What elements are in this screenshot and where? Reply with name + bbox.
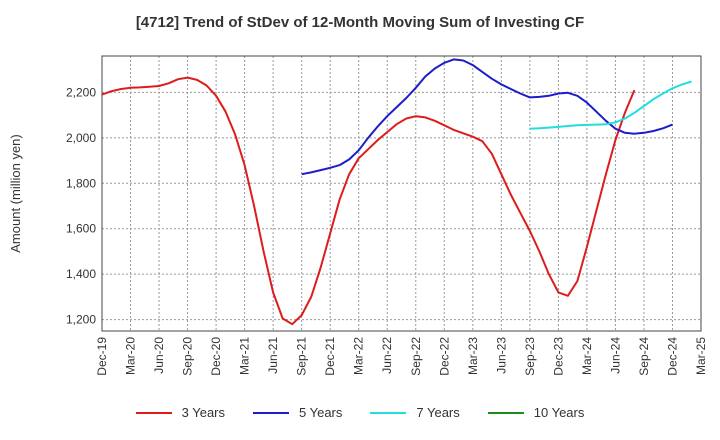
tick-labels: 1,200 1,400 1,600 1,800 2,000 2,200 Dec-19 Mar-…	[8, 85, 708, 375]
legend-swatch	[487, 411, 524, 414]
x-tick-label: Mar-22	[352, 337, 366, 375]
chart-title: [4712] Trend of StDev of 12-Month Moving…	[135, 14, 585, 31]
x-tick-label: Jun-23	[494, 337, 508, 374]
y-tick-label: 1,600	[66, 222, 96, 236]
x-tick-label: Jun-22	[380, 337, 394, 374]
legend-label: 5 Years	[299, 405, 343, 420]
legend-label: 10 Years	[533, 405, 585, 420]
legend-item: 5 Years	[253, 405, 342, 420]
legend-label: 7 Years	[416, 405, 460, 420]
x-tick-label: Sep-23	[523, 337, 537, 376]
legend-label: 3 Years	[181, 405, 225, 420]
grid-lines	[101, 56, 702, 331]
x-tick-label: Dec-22	[437, 337, 451, 376]
x-tick-label: Jun-20	[152, 337, 166, 374]
series-line-3-years	[101, 76, 636, 326]
x-tick-label: Mar-20	[124, 337, 138, 375]
y-tick-label: 2,200	[66, 85, 96, 99]
y-tick-label: 1,400	[66, 267, 96, 281]
x-tick-label: Dec-24	[665, 337, 679, 376]
x-tick-label: Dec-19	[95, 337, 109, 376]
x-tick-label: Dec-23	[551, 337, 565, 376]
y-tick-label: 1,200	[66, 313, 96, 327]
y-tick-label: 1,800	[66, 176, 96, 190]
legend-item: 10 Years	[487, 405, 585, 420]
x-tick-label: Jun-21	[266, 337, 280, 374]
axes	[101, 55, 702, 332]
x-tick-label: Mar-23	[466, 337, 480, 375]
x-tick-label: Sep-20	[181, 337, 195, 376]
plot-frame	[101, 55, 702, 332]
x-tick-label: Dec-20	[209, 337, 223, 376]
x-tick-label: Sep-24	[637, 337, 651, 376]
series-lines	[101, 58, 692, 326]
series-line-7-years	[529, 80, 692, 130]
legend-swatch	[135, 411, 172, 414]
legend: 3 Years 5 Years 7 Years 10 Years	[0, 405, 720, 420]
x-tick-label: Mar-24	[580, 337, 594, 375]
x-tick-label: Dec-21	[323, 337, 337, 376]
y-tick-label: 2,000	[66, 131, 96, 145]
legend-swatch	[370, 411, 407, 414]
series-line-5-years	[301, 58, 673, 176]
x-tick-label: Mar-25	[694, 337, 708, 375]
legend-item: 7 Years	[370, 405, 460, 420]
y-axis-title: Amount (million yen)	[8, 134, 23, 253]
legend-item: 3 Years	[135, 405, 225, 420]
x-tick-label: Sep-21	[295, 337, 309, 376]
x-tick-label: Jun-24	[608, 337, 622, 374]
x-tick-label: Sep-22	[409, 337, 423, 376]
legend-swatch	[253, 411, 289, 414]
x-tick-label: Mar-21	[238, 337, 252, 375]
